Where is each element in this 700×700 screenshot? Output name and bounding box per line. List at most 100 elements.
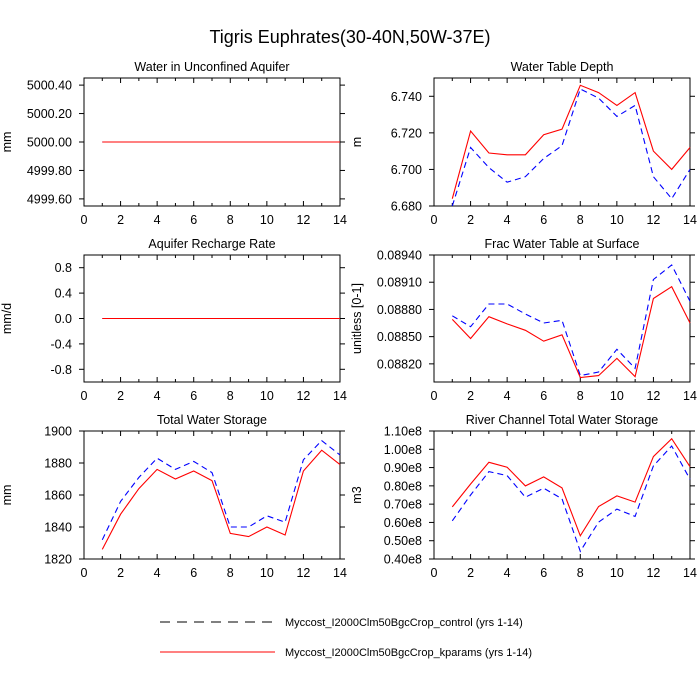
x-tick-label: 12 xyxy=(296,389,310,403)
x-tick-label: 0 xyxy=(81,213,88,227)
x-tick-label: 6 xyxy=(540,566,547,580)
panel-title: Total Water Storage xyxy=(157,413,267,427)
x-tick-label: 6 xyxy=(540,213,547,227)
x-tick-label: 6 xyxy=(190,566,197,580)
legend-control-label: Myccost_I2000Clm50BgcCrop_control (yrs 1… xyxy=(285,617,523,629)
x-tick-label: 12 xyxy=(296,213,310,227)
x-tick-label: 14 xyxy=(333,566,347,580)
panel-2: Water Table Depth m 0 2 4 6 8 10 12 14 6.680 6.700 6… xyxy=(350,60,697,227)
y-tick-label: 0.08940 xyxy=(377,249,422,263)
series-kparams xyxy=(451,437,691,538)
series-kparams xyxy=(101,449,341,550)
y-tick-label: 6.700 xyxy=(391,163,422,177)
y-tick-label: 0.08880 xyxy=(377,303,422,317)
x-tick-label: 12 xyxy=(646,213,660,227)
series-control xyxy=(101,439,341,541)
plot-frame xyxy=(433,254,691,383)
y-tick-label: 6.680 xyxy=(391,200,422,214)
x-tick-label: 2 xyxy=(467,389,474,403)
series-kparams xyxy=(451,84,691,199)
x-tick-label: 12 xyxy=(646,389,660,403)
y-tick-label: 4999.80 xyxy=(27,164,72,178)
x-tick-label: 10 xyxy=(610,389,624,403)
panel-title: Water Table Depth xyxy=(511,60,614,74)
series-control xyxy=(451,445,691,553)
x-tick-label: 0 xyxy=(81,566,88,580)
y-tick-label: 1.00e8 xyxy=(384,443,422,457)
legend: Myccost_I2000Clm50BgcCrop_control (yrs 1… xyxy=(160,617,532,659)
y-tick-label: 1.10e8 xyxy=(384,425,422,439)
x-tick-label: 4 xyxy=(504,213,511,227)
x-tick-label: 2 xyxy=(467,213,474,227)
y-tick-label: 0.80e8 xyxy=(384,479,422,493)
y-axis-label: m xyxy=(350,137,364,147)
x-tick-label: 8 xyxy=(577,389,584,403)
plot-frame xyxy=(83,430,341,560)
x-tick-label: 8 xyxy=(577,566,584,580)
x-tick-label: 4 xyxy=(504,389,511,403)
y-tick-label: 1900 xyxy=(44,425,72,439)
y-tick-label: 0.70e8 xyxy=(384,498,422,512)
x-tick-label: 10 xyxy=(260,566,274,580)
x-tick-label: 6 xyxy=(540,389,547,403)
series-control xyxy=(451,88,691,207)
y-axis-label: unitless [0-1] xyxy=(350,283,364,354)
panel-title: River Channel Total Water Storage xyxy=(466,413,659,427)
y-tick-label: 1840 xyxy=(44,521,72,535)
plot-frame xyxy=(433,430,691,560)
panel-4: Frac Water Table at Surface unitless [0-1… xyxy=(350,237,697,403)
y-tick-label: 1860 xyxy=(44,489,72,503)
y-tick-label: 1880 xyxy=(44,457,72,471)
series-control xyxy=(452,264,691,377)
y-tick-label: 0.50e8 xyxy=(384,534,422,548)
y-tick-label: 0.90e8 xyxy=(384,461,422,475)
y-tick-label: -0.8 xyxy=(50,363,72,377)
panel-3: Aquifer Recharge Rate mm/d 0 2 4 6 8 10 12 14 -0.8… xyxy=(0,237,347,403)
x-tick-label: 0 xyxy=(81,389,88,403)
y-tick-label: 0.08850 xyxy=(377,330,422,344)
y-tick-label: 0.40e8 xyxy=(384,553,422,567)
x-tick-label: 4 xyxy=(154,213,161,227)
x-tick-label: 14 xyxy=(683,389,697,403)
panel-title: Water in Unconfined Aquifer xyxy=(134,60,289,74)
x-tick-label: 6 xyxy=(190,213,197,227)
panel-5: Total Water Storage mm 0 2 4 6 8 10 12 14 1820 1840… xyxy=(0,413,347,580)
x-tick-label: 2 xyxy=(117,389,124,403)
x-tick-label: 0 xyxy=(431,566,438,580)
y-tick-label: 5000.40 xyxy=(27,79,72,93)
y-tick-label: 0.4 xyxy=(55,287,72,301)
y-tick-label: 0.08910 xyxy=(377,276,422,290)
y-tick-label: -0.4 xyxy=(50,337,72,351)
figure-title: Tigris Euphrates(30-40N,50W-37E) xyxy=(209,27,490,47)
x-tick-label: 8 xyxy=(227,389,234,403)
x-tick-label: 14 xyxy=(333,213,347,227)
y-tick-label: 5000.00 xyxy=(27,136,72,150)
panel-title: Frac Water Table at Surface xyxy=(485,237,640,251)
x-tick-label: 4 xyxy=(504,566,511,580)
x-tick-label: 4 xyxy=(154,566,161,580)
x-tick-label: 0 xyxy=(431,213,438,227)
y-axis-label: mm xyxy=(0,485,14,506)
x-tick-label: 10 xyxy=(260,389,274,403)
y-axis-label: mm/d xyxy=(0,303,14,334)
y-tick-label: 0.8 xyxy=(55,261,72,275)
x-tick-label: 14 xyxy=(683,566,697,580)
y-tick-label: 0.08820 xyxy=(377,357,422,371)
y-tick-label: 6.740 xyxy=(391,90,422,104)
x-tick-label: 10 xyxy=(260,213,274,227)
x-tick-label: 14 xyxy=(683,213,697,227)
y-axis-label: m3 xyxy=(350,486,364,503)
x-tick-label: 0 xyxy=(431,389,438,403)
x-tick-label: 2 xyxy=(117,213,124,227)
panels: Water in Unconfined Aquifer mm 0 2 4 6 8 10 12 14… xyxy=(0,60,697,580)
y-tick-label: 5000.20 xyxy=(27,107,72,121)
series-kparams xyxy=(451,285,691,379)
x-tick-label: 8 xyxy=(227,213,234,227)
panel-title: Aquifer Recharge Rate xyxy=(148,237,275,251)
plot-frame xyxy=(433,77,691,207)
x-tick-label: 8 xyxy=(577,213,584,227)
y-tick-label: 1820 xyxy=(44,553,72,567)
x-tick-label: 6 xyxy=(190,389,197,403)
panel-6: River Channel Total Water Storage m3 0 2 4 6 8… xyxy=(350,413,697,580)
